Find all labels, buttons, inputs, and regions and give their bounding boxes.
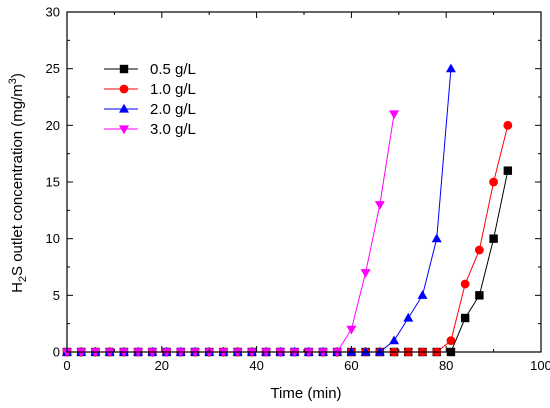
data-point	[303, 348, 314, 358]
x-tick-label: 80	[439, 358, 453, 373]
data-point	[374, 346, 385, 356]
legend: 0.5 g/L 1.0 g/L 2.0 g/L 3.0 g/L	[104, 61, 196, 138]
data-point	[460, 313, 470, 323]
series	[62, 63, 456, 356]
data-point	[118, 348, 129, 358]
data-point	[289, 348, 300, 358]
x-tick-label: 20	[155, 358, 169, 373]
data-point	[76, 348, 87, 358]
y-tick-label: 10	[46, 231, 60, 246]
data-point	[460, 279, 470, 289]
y-axis-title-superscript: 3	[7, 78, 19, 84]
legend-item: 0.5 g/L	[104, 61, 196, 78]
data-point	[389, 335, 400, 345]
x-tick-label: 60	[344, 358, 358, 373]
data-point	[446, 336, 456, 346]
data-point	[62, 348, 72, 358]
legend-marker	[119, 125, 129, 135]
data-point	[403, 312, 414, 322]
y-axis-title: H2S outlet concentration (mg/m3)	[7, 73, 29, 293]
data-point	[189, 348, 200, 358]
series	[62, 120, 513, 357]
data-point	[475, 291, 484, 300]
data-point	[489, 177, 498, 187]
x-tick-label: 0	[63, 358, 70, 373]
legend-label: 1.0 g/L	[150, 81, 196, 98]
data-point	[503, 120, 513, 130]
legend-label: 3.0 g/L	[150, 121, 196, 138]
legend-label: 0.5 g/L	[150, 61, 196, 78]
series	[62, 110, 400, 358]
data-point	[104, 348, 115, 358]
data-point	[147, 348, 158, 358]
data-point	[232, 348, 243, 358]
series	[62, 166, 513, 357]
data-point	[474, 245, 484, 255]
legend-marker	[119, 103, 129, 113]
data-point	[246, 348, 257, 358]
legend-item: 3.0 g/L	[104, 121, 196, 138]
data-point	[389, 110, 400, 120]
data-point	[346, 325, 357, 335]
y-axis-title-part: S outlet concentration (mg/m	[9, 84, 26, 276]
axes-layer: 0 20 40 60 80 100 0 5 10 15 20 25 30	[46, 5, 550, 374]
y-axis-title-part: )	[9, 73, 26, 78]
data-point	[360, 346, 371, 356]
data-point	[503, 166, 513, 175]
legend-item: 1.0 g/L	[104, 81, 196, 98]
y-tick-label: 15	[46, 175, 60, 190]
data-point	[133, 348, 144, 358]
data-point	[261, 348, 272, 358]
y-tick-label: 30	[46, 5, 60, 20]
legend-marker	[119, 84, 129, 94]
series-line	[67, 170, 509, 353]
y-axis-title-part: H	[9, 282, 26, 293]
data-point	[161, 348, 172, 358]
data-point	[489, 234, 498, 243]
plot-frame	[66, 11, 542, 353]
series-line	[67, 113, 395, 353]
y-tick-label: 5	[53, 288, 60, 303]
x-axis-title: Time (min)	[270, 385, 341, 402]
data-point	[317, 348, 328, 358]
data-point	[275, 348, 286, 358]
data-point	[332, 348, 343, 358]
data-point	[445, 63, 456, 73]
data-point	[374, 201, 385, 210]
data-point	[218, 348, 229, 358]
y-tick-label: 25	[46, 61, 60, 76]
y-tick-label: 0	[53, 345, 60, 360]
data-point	[204, 348, 215, 358]
x-tick-label: 40	[249, 358, 263, 373]
x-tick-label: 100	[530, 358, 550, 373]
data-point	[417, 290, 428, 299]
y-axis-title-subscript: 2	[17, 276, 29, 282]
series-layer	[62, 63, 513, 358]
data-point	[431, 233, 442, 243]
data-point	[175, 348, 186, 358]
data-point	[90, 348, 101, 358]
y-tick-label: 20	[46, 118, 60, 133]
legend-item: 2.0 g/L	[104, 101, 196, 118]
series-line	[67, 125, 509, 353]
data-point	[360, 269, 371, 278]
legend-marker	[119, 64, 129, 74]
legend-label: 2.0 g/L	[150, 101, 196, 118]
